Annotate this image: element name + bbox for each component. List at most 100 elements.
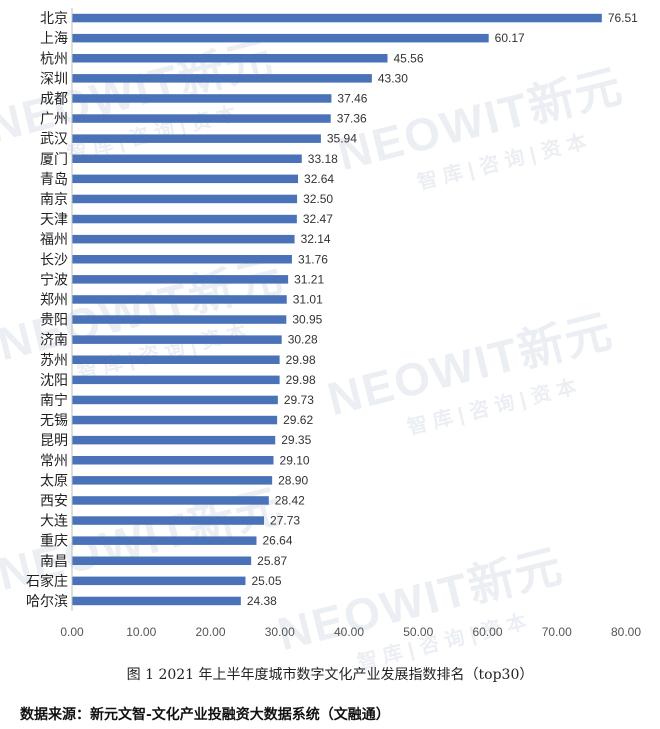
x-tick-label: 20.00	[195, 625, 225, 639]
data-label: 37.46	[337, 91, 367, 105]
x-tick-label: 50.00	[403, 625, 433, 639]
data-label: 43.30	[378, 71, 408, 85]
bar	[72, 174, 299, 184]
x-tick-label: 40.00	[334, 625, 364, 639]
bar	[72, 255, 292, 264]
bar	[72, 375, 280, 385]
data-label: 25.87	[257, 554, 287, 568]
data-label: 28.42	[275, 493, 305, 507]
category-label: 常州	[40, 453, 68, 469]
bar	[72, 355, 280, 364]
bar	[72, 536, 257, 545]
x-tick-label: 60.00	[472, 625, 502, 639]
bar	[72, 94, 332, 103]
category-label: 西安	[40, 493, 68, 509]
bar	[72, 214, 297, 224]
figure-caption: 图 1 2021 年上半年度城市数字文化产业发展指数排名（top30）	[126, 667, 534, 683]
bar	[72, 194, 298, 204]
bar	[72, 114, 331, 123]
category-label: 济南	[40, 333, 68, 349]
category-label: 深圳	[40, 71, 68, 87]
x-axis: 0.00 10.00 20.00 30.00 40.00 50.00 60.00 70.00 8…	[60, 8, 641, 639]
category-label: 厦门	[40, 152, 68, 168]
data-label: 32.14	[301, 232, 331, 246]
data-label: 31.21	[294, 272, 324, 286]
category-label: 郑州	[40, 292, 68, 308]
category-label: 青岛	[40, 172, 68, 188]
bar	[72, 13, 602, 23]
bar	[72, 134, 321, 143]
data-label: 33.18	[308, 152, 338, 166]
category-label: 无锡	[40, 413, 68, 429]
category-label: 南昌	[40, 554, 68, 570]
labels-group: 北京 76.51 上海 60.17 杭州 45.56 深圳 43.30 成都 37.46 广州 37.…	[26, 11, 638, 610]
data-label: 29.98	[286, 373, 316, 387]
bars-group	[72, 13, 602, 606]
category-label: 长沙	[40, 252, 68, 268]
bar	[72, 54, 388, 63]
data-label: 37.36	[337, 112, 367, 126]
category-label: 广州	[40, 112, 68, 128]
bar	[72, 275, 289, 284]
category-label: 大连	[40, 514, 68, 530]
data-label: 29.62	[283, 413, 313, 427]
data-label: 26.64	[262, 534, 292, 548]
data-label: 28.90	[278, 473, 308, 487]
bar	[72, 415, 278, 425]
bar	[72, 435, 276, 445]
x-tick-label: 70.00	[542, 625, 572, 639]
data-label: 29.73	[284, 393, 314, 407]
data-label: 30.28	[288, 333, 318, 347]
data-label: 27.73	[270, 514, 300, 528]
data-label: 25.05	[251, 574, 281, 588]
bar	[72, 576, 246, 586]
data-label: 31.76	[298, 252, 328, 266]
category-label: 哈尔滨	[26, 594, 68, 610]
category-label: 苏州	[40, 353, 68, 369]
bar	[72, 496, 269, 505]
data-source: 数据来源：新元文智-文化产业投融资大数据系统（文融通）	[20, 707, 390, 723]
data-label: 29.98	[286, 353, 316, 367]
bar	[72, 154, 302, 163]
bar	[72, 456, 274, 465]
category-label: 昆明	[40, 433, 68, 449]
category-label: 宁波	[40, 271, 68, 288]
bar	[72, 234, 295, 244]
x-tick-label: 0.00	[60, 625, 84, 639]
category-label: 武汉	[40, 132, 68, 148]
category-label: 南宁	[40, 392, 68, 409]
category-label: 福州	[40, 232, 68, 248]
bar	[72, 556, 252, 565]
data-label: 32.64	[304, 172, 334, 186]
data-label: 60.17	[495, 31, 525, 45]
data-label: 29.10	[280, 453, 310, 467]
category-label: 上海	[40, 31, 68, 47]
x-tick-label: 80.00	[611, 625, 641, 639]
data-label: 24.38	[247, 594, 277, 608]
category-label: 石家庄	[26, 573, 68, 590]
data-label: 29.35	[281, 433, 311, 447]
data-label: 35.94	[327, 132, 357, 146]
bar	[72, 476, 273, 485]
category-label: 北京	[40, 11, 68, 27]
category-label: 南京	[40, 192, 68, 208]
category-label: 沈阳	[40, 373, 68, 389]
bar	[72, 33, 489, 43]
bar	[72, 395, 278, 405]
category-label: 太原	[40, 473, 68, 489]
bar	[72, 295, 287, 304]
data-label: 32.47	[303, 212, 333, 226]
data-label: 30.95	[292, 313, 322, 327]
x-tick-label: 10.00	[126, 625, 156, 639]
data-label: 76.51	[608, 11, 638, 25]
category-label: 重庆	[40, 534, 68, 550]
x-tick-label: 30.00	[265, 625, 295, 639]
data-label: 31.01	[293, 292, 323, 306]
bar	[72, 74, 372, 83]
bar	[72, 335, 282, 344]
category-label: 天津	[40, 212, 68, 228]
category-label: 成都	[40, 91, 68, 107]
bar	[72, 596, 241, 606]
category-label: 杭州	[40, 51, 68, 67]
bar	[72, 315, 287, 324]
